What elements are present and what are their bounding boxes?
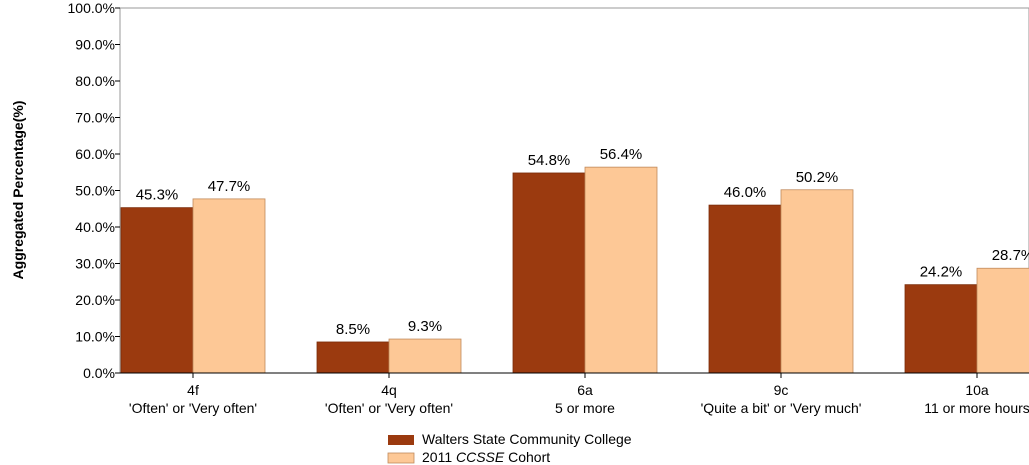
x-category-label: 'Quite a bit' or 'Very much' <box>701 400 862 416</box>
bar <box>388 338 462 374</box>
bar <box>976 267 1029 374</box>
y-axis-label: Aggregated Percentage(%) <box>10 101 26 280</box>
data-label: 45.3% <box>136 187 179 204</box>
y-tick-label: 70.0% <box>75 110 115 126</box>
y-tick-label: 40.0% <box>75 219 115 235</box>
data-label: 8.5% <box>336 321 370 338</box>
y-tick-label: 60.0% <box>75 146 115 162</box>
data-label: 50.2% <box>796 169 839 186</box>
data-label: 54.8% <box>528 152 571 169</box>
x-category-label: 5 or more <box>555 400 615 416</box>
legend: Walters State Community College 2011 CCS… <box>387 431 632 465</box>
bar <box>512 172 586 374</box>
legend-label-cohort: 2011 CCSSE Cohort <box>422 449 550 465</box>
data-label: 24.2% <box>920 264 963 281</box>
y-tick-label: 0.0% <box>83 365 115 381</box>
bar <box>780 189 854 374</box>
bar <box>708 204 782 374</box>
bar <box>584 166 658 374</box>
data-label: 9.3% <box>408 318 442 335</box>
legend-label-walters: Walters State Community College <box>422 431 632 447</box>
y-tick-label: 50.0% <box>75 183 115 199</box>
y-tick-label: 30.0% <box>75 256 115 272</box>
x-category-label: 'Often' or 'Very often' <box>325 400 453 416</box>
legend-swatch-cohort <box>387 452 415 464</box>
x-category-code: 9c <box>774 382 789 398</box>
x-category-code: 4q <box>381 382 397 398</box>
x-axis: 4f 'Often' or 'Very often' 4q 'Often' or 'V… <box>120 372 1029 416</box>
legend-label-cohort-prefix: 2011 <box>422 449 456 465</box>
legend-label-cohort-suffix: Cohort <box>504 449 550 465</box>
x-category-label: 'Often' or 'Very often' <box>129 400 257 416</box>
bar <box>316 341 390 374</box>
y-tick-label: 100.0% <box>68 0 115 16</box>
x-category-code: 4f <box>187 382 199 398</box>
x-category-code: 10a <box>965 382 989 398</box>
y-tick-label: 20.0% <box>75 292 115 308</box>
data-label: 56.4% <box>600 146 643 163</box>
x-category-code: 6a <box>577 382 593 398</box>
bar <box>192 198 266 374</box>
y-axis: 0.0% 10.0% 20.0% 30.0% 40.0% 50.0% 60.0% 70.0% 8… <box>68 0 120 381</box>
data-label: 46.0% <box>724 184 767 201</box>
bar <box>120 207 194 374</box>
legend-swatch-walters <box>388 435 414 445</box>
bar <box>904 284 978 374</box>
data-label: 28.7% <box>992 247 1029 264</box>
y-tick-label: 80.0% <box>75 73 115 89</box>
data-label: 47.7% <box>208 178 251 195</box>
y-tick-label: 90.0% <box>75 37 115 53</box>
legend-label-cohort-italic: CCSSE <box>456 449 505 465</box>
x-category-label: 11 or more hours <box>924 400 1029 416</box>
y-tick-label: 10.0% <box>75 329 115 345</box>
bar-series: 45.3% 47.7% 8.5% 9.3% 54.8% 56.4% 46.0% 50.2% 24… <box>120 146 1029 374</box>
